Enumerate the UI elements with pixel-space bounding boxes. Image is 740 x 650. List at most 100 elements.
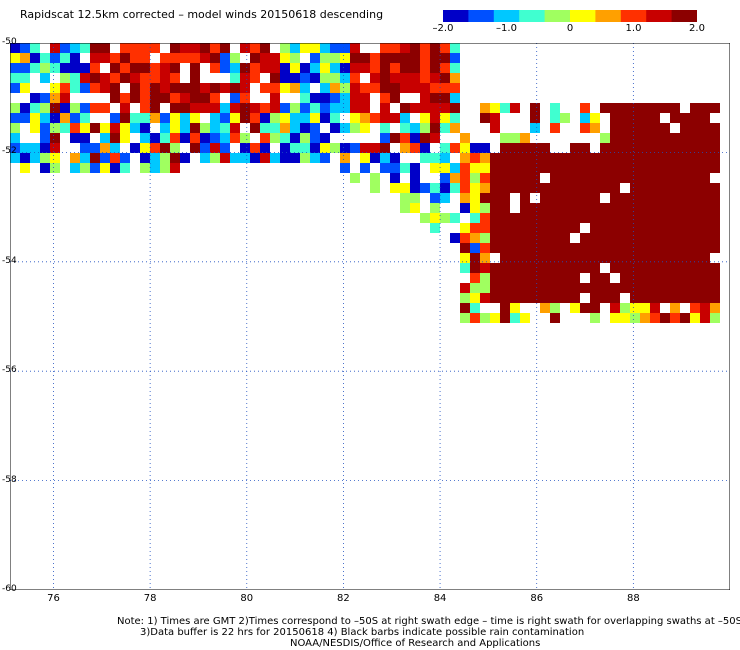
wind-cell [680,123,690,133]
wind-cell [500,103,510,113]
wind-cell [320,63,330,73]
wind-cell [380,103,390,113]
wind-cell [110,53,120,63]
wind-cell [640,123,650,133]
wind-cell [660,273,670,283]
wind-cell [320,103,330,113]
wind-cell [60,83,70,93]
wind-cell [620,193,630,203]
wind-cell [220,53,230,63]
wind-cell [690,183,700,193]
wind-cell [120,73,130,83]
wind-cell [510,253,520,263]
wind-cell [450,233,460,243]
wind-cell [390,173,400,183]
wind-cell [420,143,430,153]
wind-cell [520,283,530,293]
wind-cell [600,143,610,153]
wind-cell [150,163,160,173]
wind-cell [690,123,700,133]
wind-cell [520,183,530,193]
wind-cell [240,113,250,123]
wind-cell [480,293,490,303]
wind-cell [120,153,130,163]
wind-cell [280,43,290,53]
wind-cell [540,153,550,163]
wind-cell [690,263,700,273]
wind-cell [680,253,690,263]
wind-cell [700,153,710,163]
wind-cell [60,123,70,133]
wind-cell [630,193,640,203]
wind-cell [620,213,630,223]
wind-cell [680,133,690,143]
wind-cell [690,143,700,153]
wind-cell [260,83,270,93]
wind-cell [660,193,670,203]
wind-cell [340,103,350,113]
wind-cell [560,223,570,233]
wind-cell [500,263,510,273]
wind-cell [490,183,500,193]
wind-cell [40,153,50,163]
wind-cell [380,73,390,83]
wind-cell [600,163,610,173]
wind-cell [480,203,490,213]
wind-cell [180,93,190,103]
wind-cell [330,103,340,113]
wind-cell [690,133,700,143]
wind-cell [620,223,630,233]
wind-cell [510,103,520,113]
wind-cell [400,123,410,133]
wind-cell [210,133,220,143]
wind-cell [630,283,640,293]
wind-cell [80,143,90,153]
wind-cell [150,93,160,103]
wind-cell [540,253,550,263]
wind-cell [400,143,410,153]
wind-cell [210,113,220,123]
wind-cell [530,263,540,273]
wind-cell [60,43,70,53]
wind-cell [490,233,500,243]
wind-cell [610,253,620,263]
wind-cell [560,193,570,203]
wind-cell [330,43,340,53]
wind-cell [680,213,690,223]
wind-cell [650,203,660,213]
wind-cell [590,213,600,223]
wind-cell [430,133,440,143]
wind-cell [700,213,710,223]
wind-cell [710,153,720,163]
wind-cell [200,83,210,93]
wind-cell [470,283,480,293]
wind-cell [70,43,80,53]
wind-cell [690,283,700,293]
wind-cell [470,273,480,283]
wind-cell [60,63,70,73]
wind-cell [710,273,720,283]
wind-cell [670,103,680,113]
wind-cell [460,143,470,153]
wind-cell [440,193,450,203]
wind-cell [100,153,110,163]
wind-cell [710,143,720,153]
wind-cell [80,153,90,163]
wind-cell [220,63,230,73]
wind-cell [470,203,480,213]
wind-cell [550,183,560,193]
wind-cell [460,133,470,143]
wind-cell [220,133,230,143]
wind-cell [420,73,430,83]
wind-cell [330,143,340,153]
wind-cell [540,193,550,203]
wind-cell [240,143,250,153]
wind-cell [340,63,350,73]
wind-cell [570,193,580,203]
wind-cell [250,113,260,123]
wind-cell [430,53,440,63]
wind-cell [430,63,440,73]
wind-cell [30,113,40,123]
wind-cell [50,163,60,173]
wind-cell [630,153,640,163]
